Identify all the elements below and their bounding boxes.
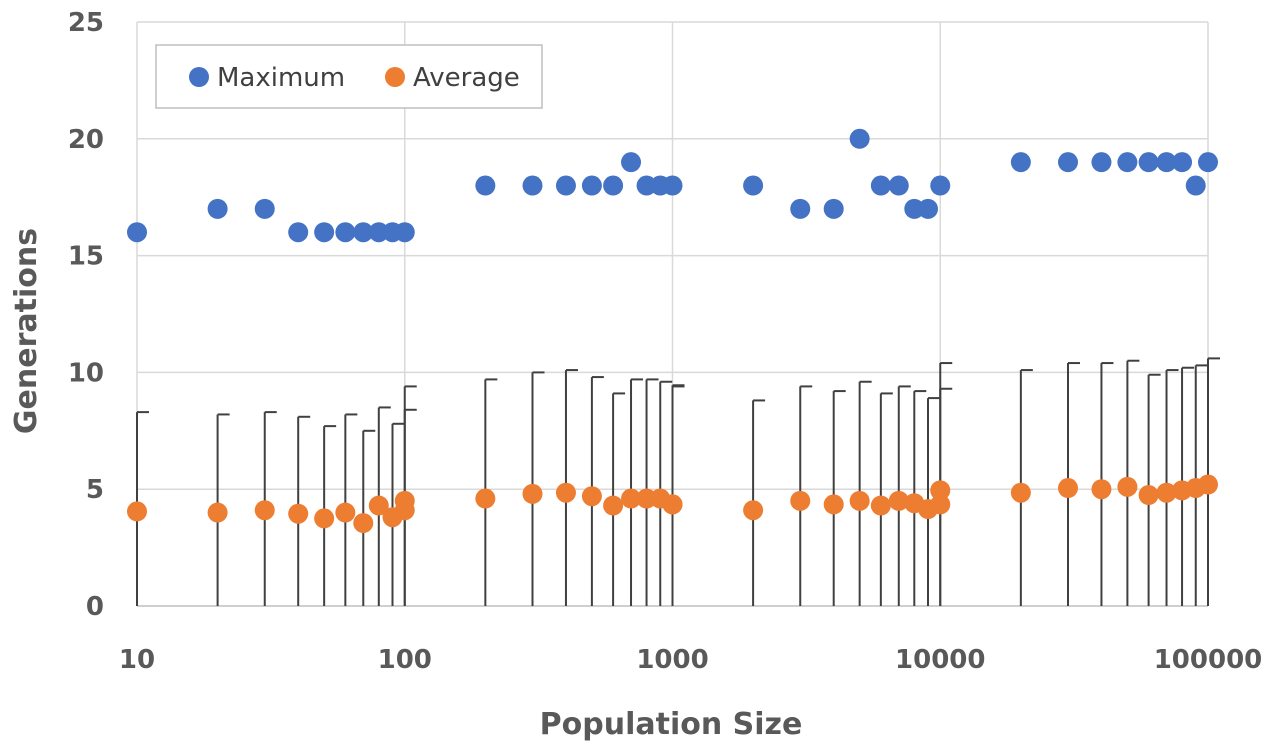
point-average	[888, 490, 909, 511]
point-average	[475, 488, 496, 509]
point-maximum	[1185, 175, 1206, 196]
y-tick-label: 5	[86, 475, 104, 505]
point-average	[127, 501, 147, 522]
point-maximum	[288, 222, 309, 243]
point-maximum	[353, 222, 374, 243]
point-maximum	[917, 198, 938, 219]
point-maximum	[1010, 152, 1031, 173]
point-average	[1057, 478, 1078, 499]
point-maximum	[335, 222, 356, 243]
point-maximum	[603, 175, 624, 196]
legend-marker-average	[385, 67, 405, 87]
point-maximum	[790, 198, 811, 219]
legend-label-maximum: Maximum	[217, 63, 345, 93]
point-average	[743, 500, 764, 521]
point-maximum	[475, 175, 496, 196]
point-maximum	[1198, 152, 1218, 173]
point-average	[849, 490, 870, 511]
point-average	[288, 503, 309, 524]
point-maximum	[1091, 152, 1112, 173]
point-average	[314, 508, 335, 529]
y-tick-label: 0	[86, 592, 104, 622]
point-average	[522, 483, 543, 504]
y-tick-label: 10	[68, 358, 104, 388]
point-maximum	[394, 222, 415, 243]
point-maximum	[621, 152, 642, 173]
point-average	[1091, 479, 1112, 500]
x-axis-title: Population Size	[540, 707, 803, 742]
data-points	[127, 128, 1218, 534]
error-bars	[136, 357, 1220, 606]
point-average	[335, 502, 356, 523]
point-average	[368, 495, 389, 516]
x-tick-labels: 10 100 1000 10000 100000	[119, 645, 1262, 675]
y-tick-label: 15	[68, 242, 104, 272]
point-average	[1138, 485, 1159, 506]
point-maximum	[662, 175, 683, 196]
point-maximum	[870, 175, 891, 196]
point-average	[662, 494, 683, 515]
point-maximum	[555, 175, 576, 196]
point-maximum	[368, 222, 389, 243]
point-maximum	[904, 198, 925, 219]
x-tick-label: 100000	[1154, 645, 1263, 675]
y-tick-labels: 0 5 10 15 20 25	[68, 8, 104, 622]
point-average	[1010, 482, 1031, 503]
y-tick-label: 25	[68, 8, 104, 38]
legend-marker-maximum	[189, 67, 209, 87]
point-average	[1117, 476, 1138, 497]
point-maximum	[1117, 152, 1138, 173]
point-maximum	[1138, 152, 1159, 173]
point-average	[1198, 474, 1218, 495]
point-average	[790, 490, 811, 511]
point-maximum	[1172, 152, 1193, 173]
point-average	[353, 513, 374, 534]
point-maximum	[254, 198, 275, 219]
point-maximum	[522, 175, 543, 196]
point-maximum	[888, 175, 909, 196]
legend-label-average: Average	[413, 63, 520, 93]
point-average	[1156, 482, 1177, 503]
legend: Maximum Average	[155, 44, 543, 109]
point-average	[636, 488, 657, 509]
point-maximum	[849, 128, 870, 149]
point-maximum	[743, 175, 764, 196]
point-average	[555, 482, 576, 503]
point-average	[930, 480, 951, 501]
x-tick-label: 100	[378, 645, 432, 675]
point-maximum	[314, 222, 335, 243]
y-axis-title: Generations	[9, 228, 44, 434]
x-tick-label: 10000	[895, 645, 985, 675]
point-average	[581, 486, 602, 507]
point-average	[603, 495, 624, 516]
legend-box	[155, 44, 543, 109]
point-maximum	[127, 222, 147, 243]
point-maximum	[1057, 152, 1078, 173]
x-tick-label: 10	[119, 645, 155, 675]
point-average	[870, 495, 891, 516]
point-average	[621, 488, 642, 509]
x-tick-label: 1000	[636, 645, 708, 675]
y-tick-label: 20	[68, 125, 104, 155]
point-maximum	[207, 198, 228, 219]
point-average	[207, 502, 228, 523]
point-maximum	[1156, 152, 1177, 173]
point-maximum	[930, 175, 951, 196]
point-maximum	[581, 175, 602, 196]
point-average	[254, 500, 275, 521]
point-maximum	[636, 175, 657, 196]
point-average	[394, 490, 415, 511]
point-average	[823, 494, 844, 515]
point-maximum	[823, 198, 844, 219]
point-average	[930, 494, 951, 515]
